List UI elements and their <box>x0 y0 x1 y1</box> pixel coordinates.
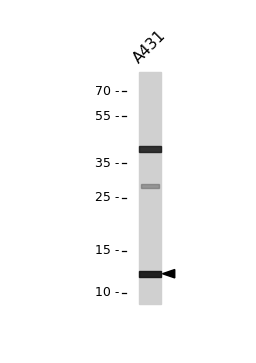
Bar <box>139 271 161 277</box>
Text: 35 -: 35 - <box>95 156 119 170</box>
Text: 25 -: 25 - <box>95 191 119 204</box>
Text: A431: A431 <box>131 28 169 66</box>
Bar <box>141 184 159 188</box>
Bar <box>139 146 161 152</box>
Text: 70 -: 70 - <box>95 85 119 98</box>
Polygon shape <box>163 269 175 278</box>
Text: 10 -: 10 - <box>95 286 119 299</box>
Bar <box>139 72 162 303</box>
Text: 15 -: 15 - <box>95 244 119 257</box>
Text: 55 -: 55 - <box>95 110 119 123</box>
